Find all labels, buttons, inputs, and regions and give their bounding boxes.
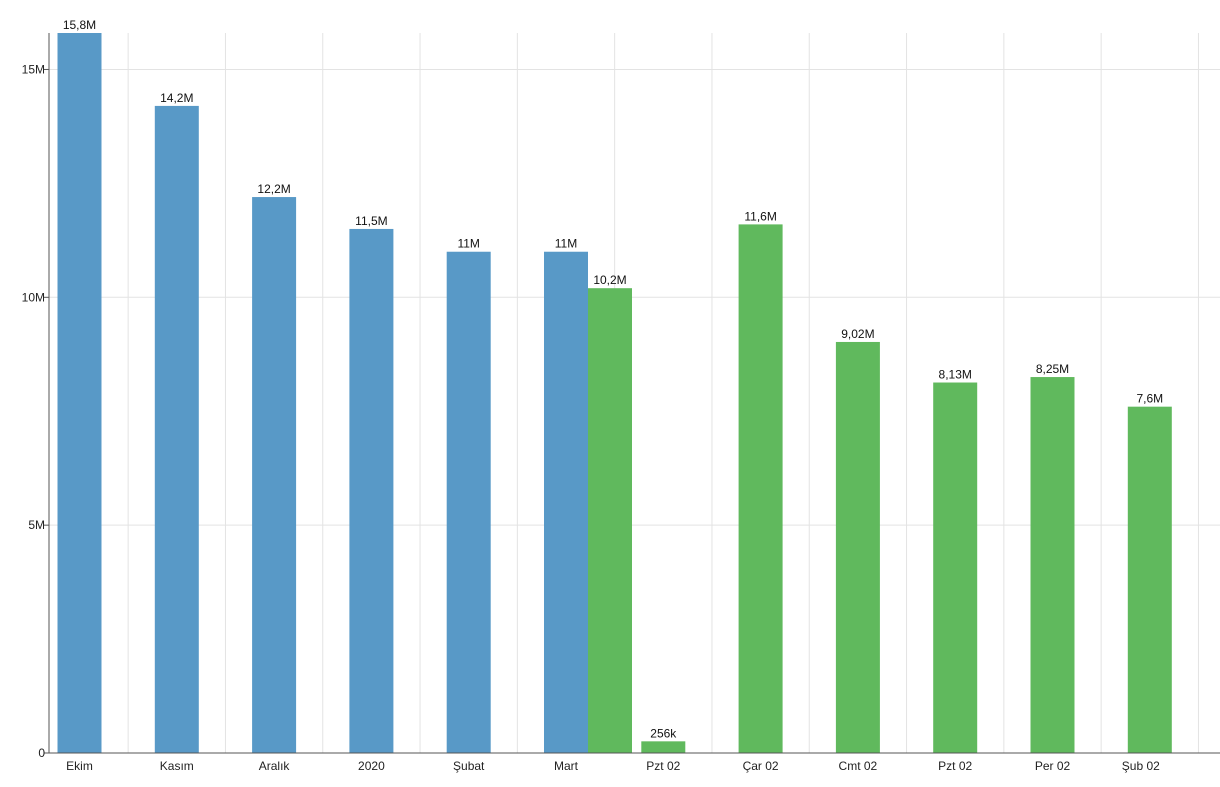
bar[interactable]	[544, 251, 588, 753]
bar[interactable]	[446, 251, 491, 753]
bar[interactable]	[738, 224, 783, 754]
data-labels: 15,8M 14,2M 12,2M 11,5M 11M 11M 10,2M 256k 11,6M…	[63, 18, 1163, 740]
x-tick-label: 2020	[358, 759, 385, 773]
bar[interactable]	[1127, 406, 1172, 753]
bars	[57, 33, 1172, 754]
data-label: 256k	[650, 726, 677, 740]
data-label: 14,2M	[160, 91, 193, 105]
bar[interactable]	[1030, 377, 1075, 753]
x-tick-label: Pzt 02	[646, 759, 680, 773]
bar[interactable]	[154, 105, 199, 754]
bar[interactable]	[349, 228, 394, 754]
bar[interactable]	[252, 197, 297, 753]
bar[interactable]	[835, 341, 880, 753]
bar[interactable]	[588, 288, 632, 753]
x-tick-label: Şubat	[453, 759, 485, 773]
y-tick-label: 0	[38, 746, 45, 760]
bar[interactable]	[57, 33, 102, 753]
data-label: 8,25M	[1036, 362, 1069, 376]
x-tick-label: Mart	[554, 759, 579, 773]
axes: 0 5M 10M 15M Ekim Kasım Aralık 2020 Şubat Mart Pzt…	[22, 33, 1220, 773]
x-tick-label: Per 02	[1035, 759, 1071, 773]
x-tick-label: Kasım	[160, 759, 194, 773]
y-tick-label: 5M	[28, 518, 45, 532]
x-tick-label: Pzt 02	[938, 759, 972, 773]
data-label: 8,13M	[939, 368, 972, 382]
x-tick-label: Ekim	[66, 759, 93, 773]
x-tick-label: Aralık	[259, 759, 291, 773]
data-label: 9,02M	[841, 327, 874, 341]
data-label: 15,8M	[63, 18, 96, 32]
x-tick-label: Çar 02	[743, 759, 779, 773]
x-tick-label: Şub 02	[1122, 759, 1160, 773]
data-label: 11,5M	[355, 214, 387, 228]
data-label: 11M	[555, 237, 577, 251]
data-label: 7,6M	[1136, 392, 1163, 406]
y-tick-label: 10M	[22, 290, 45, 304]
x-tick-label: Cmt 02	[839, 759, 878, 773]
y-tick-label: 15M	[22, 62, 45, 76]
data-label: 10,2M	[593, 273, 626, 287]
bar[interactable]	[933, 382, 978, 753]
data-label: 11M	[457, 237, 479, 251]
data-label: 12,2M	[257, 182, 290, 196]
bar[interactable]	[641, 741, 686, 753]
data-label: 11,6M	[744, 209, 776, 223]
